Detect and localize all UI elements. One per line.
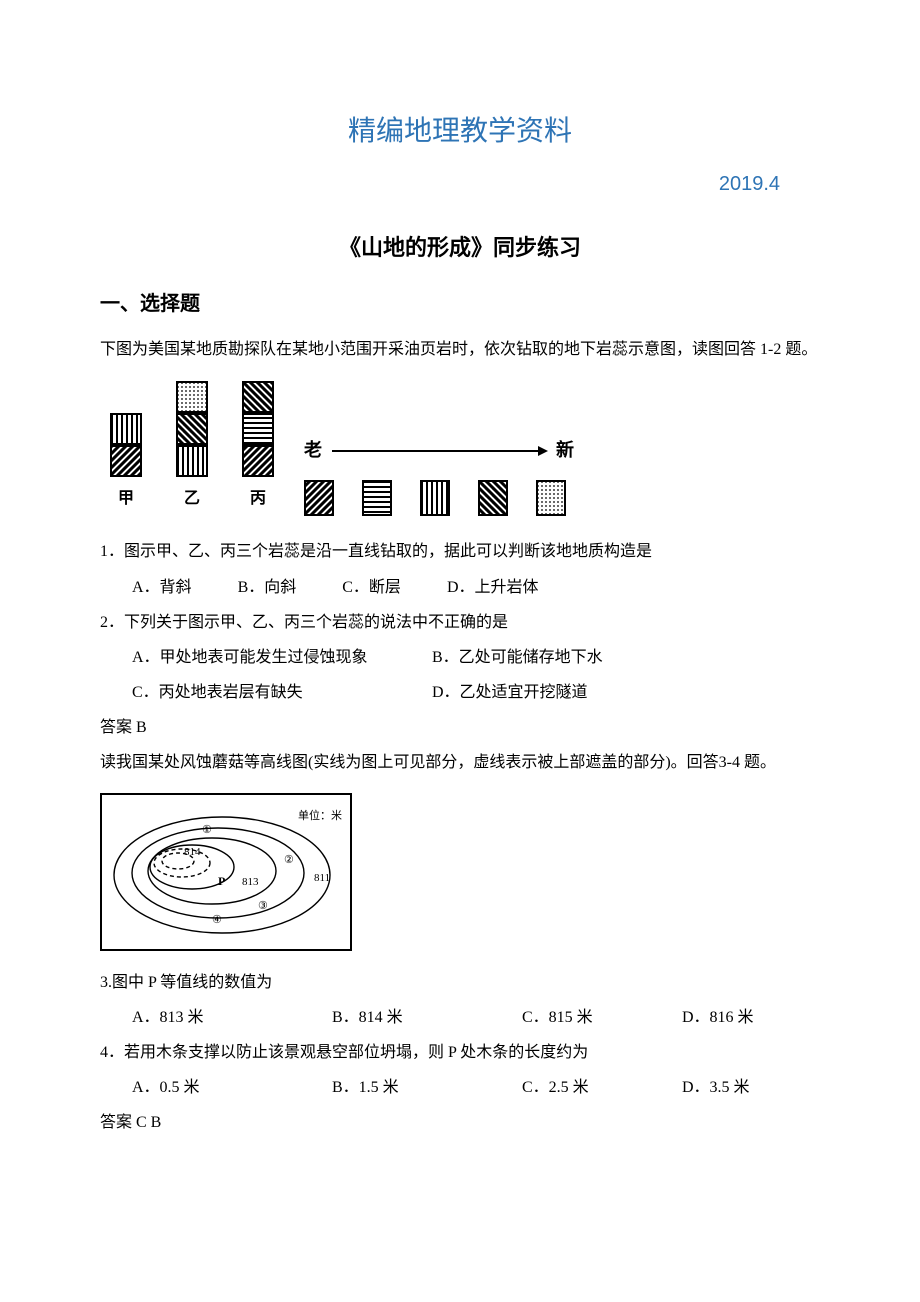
q1-option-D: D．上升岩体 [447,570,539,605]
core-label-0: 甲 [118,481,134,516]
q1-option-A: A．背斜 [132,570,192,605]
svg-text:单位：米: 单位：米 [298,808,342,822]
core-label-2: 丙 [250,481,266,516]
q3-option-A: A．813 米 [132,1000,332,1035]
q3-option-B: B．814 米 [332,1000,522,1035]
legend-swatch-diag-right [478,480,508,516]
legend-arrow [332,450,546,452]
svg-text:P: P [218,874,225,888]
legend-swatch-vertical [420,480,450,516]
q4-option-B: B．1.5 米 [332,1070,522,1105]
q2-option-C: C．丙处地表岩层有缺失 [132,675,432,710]
q1-stem: 1．图示甲、乙、丙三个岩蕊是沿一直线钻取的，据此可以判断该地地质构造是 [100,534,820,569]
legend-swatch-horizontal [362,480,392,516]
core-column-2: 丙 [242,381,274,516]
q3-option-D: D．816 米 [682,1000,802,1035]
legend-new-label: 新 [556,431,574,471]
q4-option-D: D．3.5 米 [682,1070,802,1105]
legend-swatch-dots [536,480,566,516]
legend-swatches [304,480,566,516]
q12-intro: 下图为美国某地质勘探队在某地小范围开采油页岩时，依次钻取的地下岩蕊示意图，读图回… [100,332,820,367]
q4-option-C: C．2.5 米 [522,1070,682,1105]
svg-text:②: ② [284,854,294,866]
core-乙 [176,381,208,477]
doc-title: 《山地的形成》同步练习 [100,224,820,272]
core-丙 [242,381,274,477]
svg-text:①: ① [202,824,212,836]
q3-stem: 3.图中 P 等值线的数值为 [100,965,820,1000]
legend: 老 新 [304,431,574,517]
svg-text:④: ④ [212,914,222,926]
q1-option-B: B．向斜 [238,570,297,605]
q1-option-C: C．断层 [342,570,401,605]
answer-34: 答案 C B [100,1105,820,1140]
svg-text:③: ③ [258,900,268,912]
q4-options: A．0.5 米B．1.5 米C．2.5 米D．3.5 米 [100,1070,820,1105]
header-title: 精编地理教学资料 [100,100,820,162]
svg-text:811: 811 [314,872,330,884]
section-heading-1: 一、选择题 [100,282,820,326]
svg-text:814: 814 [184,846,201,858]
q3-option-C: C．815 米 [522,1000,682,1035]
answer-12: 答案 B [100,710,820,745]
figure-1: 甲 乙 [110,381,820,516]
q2-option-row-1: C．丙处地表岩层有缺失D．乙处适宜开挖隧道 [100,675,820,710]
svg-text:813: 813 [242,876,259,888]
core-label-1: 乙 [184,481,200,516]
q2-option-row-0: A．甲处地表可能发生过侵蚀现象B．乙处可能储存地下水 [100,640,820,675]
q2-option-A: A．甲处地表可能发生过侵蚀现象 [132,640,432,675]
q2-option-B: B．乙处可能储存地下水 [432,640,692,675]
core-column-0: 甲 [110,413,142,516]
q34-intro: 读我国某处风蚀蘑菇等高线图(实线为图上可见部分，虚线表示被上部遮盖的部分)。回答… [100,745,820,780]
q4-option-A: A．0.5 米 [132,1070,332,1105]
contour-svg: 单位：米 814 P 813 811 ① ② ③ ④ [100,793,352,951]
core-甲 [110,413,142,477]
q3-options: A．813 米B．814 米C．815 米D．816 米 [100,1000,820,1035]
legend-old-label: 老 [304,431,322,471]
figure-2: 单位：米 814 P 813 811 ① ② ③ ④ [100,793,820,951]
core-samples: 甲 乙 [110,381,274,516]
q2-options: A．甲处地表可能发生过侵蚀现象B．乙处可能储存地下水C．丙处地表岩层有缺失D．乙… [100,640,820,710]
q2-stem: 2．下列关于图示甲、乙、丙三个岩蕊的说法中不正确的是 [100,605,820,640]
q2-option-D: D．乙处适宜开挖隧道 [432,675,692,710]
q1-options: A．背斜 B．向斜 C．断层 D．上升岩体 [100,570,820,605]
core-column-1: 乙 [176,381,208,516]
header-date: 2019.4 [100,162,820,206]
legend-swatch-diag-left [304,480,334,516]
q4-stem: 4．若用木条支撑以防止该景观悬空部位坍塌，则 P 处木条的长度约为 [100,1035,820,1070]
